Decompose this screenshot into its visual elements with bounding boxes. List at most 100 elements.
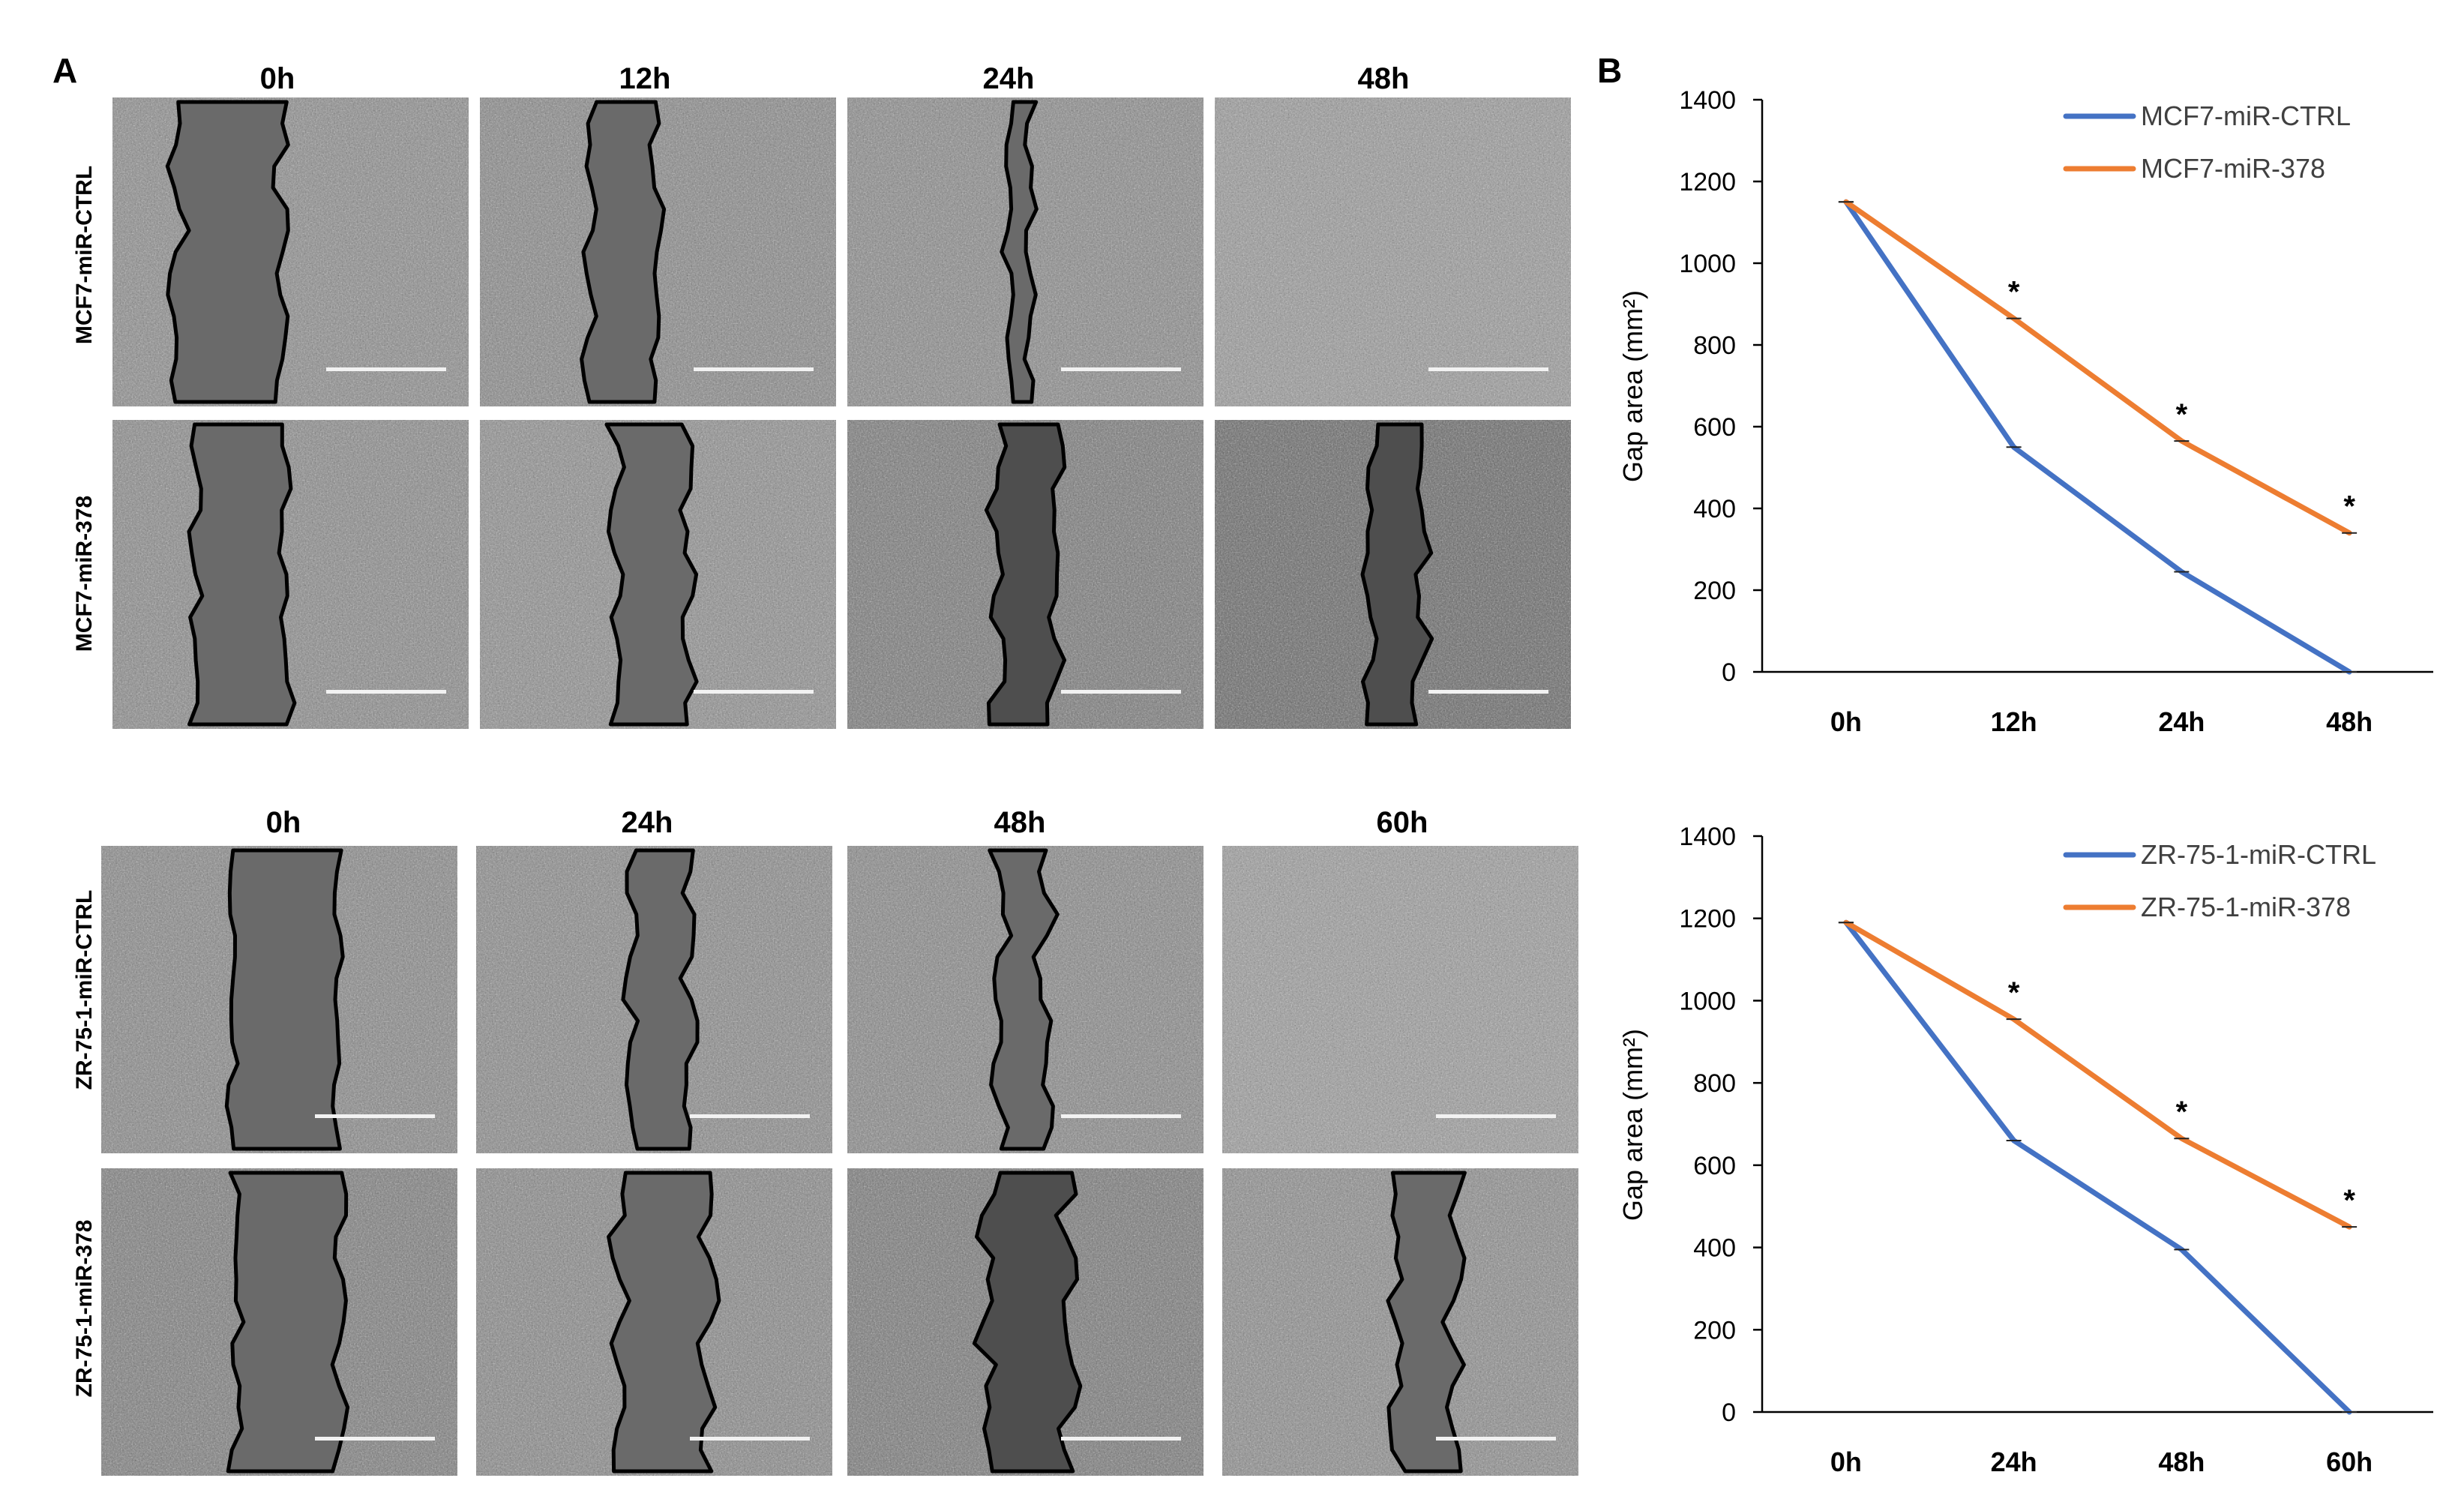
significance-star: *: [2343, 1184, 2355, 1217]
row-label: ZR-75-1-miR-378: [72, 1220, 97, 1398]
legend-entry: ZR-75-1-miR-CTRL: [2141, 839, 2376, 870]
wound-gap-outline: [984, 422, 1067, 727]
x-tick-label: 0h: [1830, 706, 1862, 737]
time-label: 0h: [266, 806, 301, 839]
micrograph-tile: [847, 1168, 1204, 1476]
wound-gap-outline: [1360, 422, 1434, 727]
scale-bar: [1061, 690, 1181, 694]
series-line: [1843, 199, 2352, 536]
time-label: 24h: [983, 62, 1035, 95]
significance-star: *: [2176, 398, 2188, 431]
y-tick-label: 0: [1722, 1399, 1736, 1427]
micrograph-grid: [101, 97, 1578, 1476]
top-time-labels: 0h 12h 24h 48h: [260, 62, 1410, 95]
scale-bar: [1061, 1437, 1181, 1441]
cell-texture: [1215, 97, 1571, 406]
cell-texture: [1222, 846, 1578, 1153]
cell-texture: [112, 420, 469, 729]
y-tick-label: 800: [1693, 331, 1736, 360]
y-tick-label: 1400: [1679, 86, 1736, 115]
y-tick-label: 1000: [1679, 250, 1736, 278]
cell-texture: [112, 97, 469, 406]
wound-gap-outline: [607, 1171, 721, 1474]
legend-entry: MCF7-miR-378: [2141, 153, 2325, 184]
wound-gap-outline: [604, 422, 699, 727]
scale-bar: [690, 1437, 810, 1441]
time-label: 24h: [622, 806, 673, 839]
significance-star: *: [2008, 976, 2020, 1009]
y-tick-label: 1200: [1679, 905, 1736, 934]
scale-bar: [326, 690, 446, 694]
y-tick-label: 1400: [1679, 823, 1736, 851]
x-tick-label: 60h: [2326, 1447, 2373, 1477]
x-tick-label: 24h: [2158, 706, 2205, 737]
wound-gap-outline: [580, 100, 667, 404]
series-line: [1843, 919, 2352, 1415]
y-tick-label: 600: [1693, 413, 1736, 442]
significance-star: *: [2176, 1096, 2188, 1129]
scale-bar: [1428, 690, 1548, 694]
micrograph-tile: [112, 97, 469, 406]
wound-gap-outline: [187, 422, 297, 727]
x-tick-label: 12h: [1991, 706, 2037, 737]
scale-bar: [1428, 367, 1548, 371]
x-tick-label: 48h: [2326, 706, 2373, 737]
scale-bar: [694, 367, 814, 371]
wound-gap-outline: [972, 1171, 1083, 1474]
scale-bar: [326, 367, 446, 371]
micrograph-tile: [1222, 846, 1578, 1153]
wound-gap-outline: [226, 1171, 350, 1474]
scale-bar: [315, 1437, 435, 1441]
micrograph-tile: [101, 846, 457, 1153]
y-tick-label: 0: [1722, 658, 1736, 687]
time-label: 48h: [994, 806, 1046, 839]
significance-star: *: [2343, 490, 2355, 523]
y-tick-label: 400: [1693, 495, 1736, 523]
y-tick-label: 600: [1693, 1152, 1736, 1180]
legend-entry: MCF7-miR-CTRL: [2141, 100, 2351, 131]
x-tick-label: 24h: [1991, 1447, 2037, 1477]
micrograph-tile: [480, 420, 836, 729]
micrograph-tile: [1222, 1168, 1578, 1476]
time-label: 12h: [619, 62, 671, 95]
time-label: 60h: [1377, 806, 1428, 839]
y-tick-label: 1000: [1679, 987, 1736, 1015]
micrograph-tile: [101, 1168, 457, 1476]
scale-bar: [1061, 367, 1181, 371]
micrograph-tile: [847, 97, 1204, 406]
micrograph-tile: [476, 846, 832, 1153]
time-label: 48h: [1358, 62, 1410, 95]
y-tick-label: 200: [1693, 1316, 1736, 1345]
scale-bar: [1436, 1437, 1556, 1441]
wound-gap-outline: [224, 848, 345, 1151]
scale-bar: [694, 690, 814, 694]
micrograph-tile: [476, 1168, 832, 1476]
wound-gap-outline: [1000, 100, 1039, 404]
series-line: [1843, 919, 2352, 1230]
panel-a-letter: A: [52, 51, 77, 90]
gap-area-chart-mcf7: 0 200 400 600 800 1000 1200 1400 0h 12h 24h 48h Gap …: [1617, 86, 2433, 737]
scale-bar: [1436, 1114, 1556, 1118]
wound-gap-outline: [1386, 1171, 1467, 1474]
y-tick-label: 1200: [1679, 168, 1736, 196]
series-line: [1843, 199, 2352, 675]
significance-star: *: [2008, 276, 2020, 309]
x-tick-label: 0h: [1830, 1447, 1862, 1477]
micrograph-tile: [847, 846, 1204, 1153]
panel-b-letter: B: [1597, 51, 1622, 90]
gap-area-chart-zr751: 0 200 400 600 800 1000 1200 1400 0h 24h 48h 60h Gap …: [1617, 823, 2433, 1477]
micrograph-tile: [112, 420, 469, 729]
time-label: 0h: [260, 62, 295, 95]
x-tick-label: 48h: [2158, 1447, 2205, 1477]
micrograph-tile: [847, 420, 1204, 729]
y-tick-label: 400: [1693, 1234, 1736, 1263]
y-axis-title: Gap area (mm²): [1617, 1029, 1648, 1221]
scale-bar: [1061, 1114, 1181, 1118]
micrograph-tile: [1215, 97, 1571, 406]
scale-bar: [315, 1114, 435, 1118]
scale-bar: [690, 1114, 810, 1118]
y-axis-title: Gap area (mm²): [1617, 290, 1648, 482]
legend-entry: ZR-75-1-miR-378: [2141, 892, 2351, 922]
y-tick-label: 200: [1693, 577, 1736, 605]
